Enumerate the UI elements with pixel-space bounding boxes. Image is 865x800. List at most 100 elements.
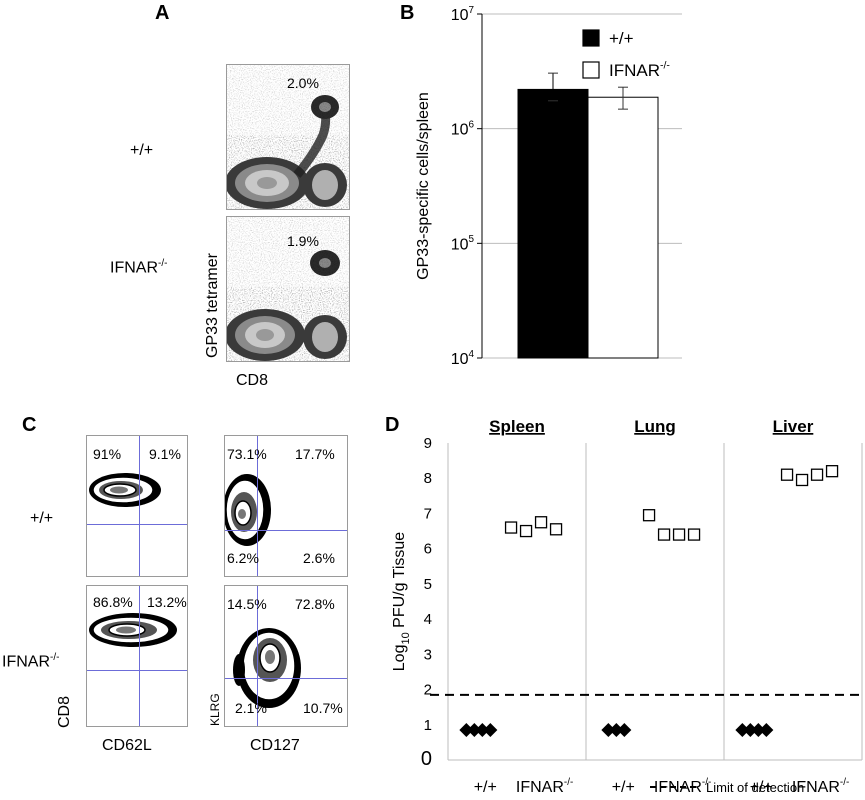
- chart-b-y-axis-label: GP33-specific cells/spleen: [415, 92, 432, 280]
- chart-b-legend-label: +/+: [609, 29, 634, 48]
- chart-d-point-wt: [459, 723, 474, 738]
- panel-a-row-label-ko-sup: -/-: [158, 258, 168, 269]
- flow-plot-c-cd127-ko-bottom-left: 2.1%: [235, 700, 267, 716]
- chart-d-group-title: Lung: [634, 417, 676, 436]
- flow-plot-c-cd127-wt-top-right: 17.7%: [295, 446, 335, 462]
- chart-d-point-ko: [534, 516, 548, 529]
- chart-b-legend-swatch: [582, 29, 600, 47]
- panel-a-y-axis-label: GP33 tetramer: [204, 253, 221, 358]
- chart-b-bar: [587, 96, 659, 359]
- flow-plot-c-cd62l-ko-top-left: 86.8%: [93, 594, 133, 610]
- flow-plot-c-cd127-ko-bottom-right: 10.7%: [303, 700, 343, 716]
- chart-d-x-label: +/+: [612, 779, 635, 796]
- flow-plot-c-cd127-wt-bottom-left: 6.2%: [227, 550, 259, 566]
- chart-d-y-axis-label: Log10 PFU/g Tissue: [391, 532, 412, 672]
- chart-d-point-ko: [672, 528, 686, 541]
- panel-a-row-label-ko-text: IFNAR: [110, 259, 158, 277]
- chart-b-y-tick-label: 104: [451, 349, 475, 368]
- panel-c-x-label-cd127: CD127: [250, 737, 300, 754]
- flow-plot-c-cd127-ko-top-left: 14.5%: [227, 596, 267, 612]
- panel-a-letter: A: [155, 2, 170, 24]
- chart-d-y-tick-label: 2: [424, 682, 432, 699]
- chart-d-y-tick-label: 6: [424, 541, 432, 558]
- chart-d-y-tick-label: 5: [424, 576, 432, 593]
- chart-d-group-title: Liver: [773, 417, 814, 436]
- flow-plot-c-cd62l-wt-top-right: 9.1%: [149, 446, 181, 462]
- flow-plot-a-ko: 1.9%: [226, 216, 350, 362]
- chart-d-point-wt: [751, 723, 766, 738]
- chart-b: 104 105 106 107 +/+ IFNAR-/- GP33-specific cel…: [415, 5, 682, 368]
- panel-c-row-label-wt: +/+: [30, 510, 53, 528]
- panel-a-row-label-wt-text: +/+: [130, 142, 154, 159]
- flow-plot-a-wt-density: [227, 65, 349, 209]
- panel-c-y-label-klrg: KLRG: [208, 693, 222, 726]
- chart-d-point-ko: [825, 465, 839, 478]
- flow-plot-a-ko-density: [227, 217, 349, 361]
- panel-a-x-axis-label: CD8: [236, 372, 269, 389]
- chart-d-group-title: Spleen: [489, 417, 545, 436]
- chart-d-x-label: IFNAR-/-: [654, 777, 711, 796]
- flow-plot-c-cd127-ko-contour: [233, 628, 301, 708]
- chart-d-point-ko: [519, 524, 533, 538]
- flow-plot-c-cd127-wt: 73.1% 17.7% 6.2% 2.6%: [224, 435, 348, 577]
- chart-d-point-ko: [657, 528, 671, 541]
- panel-c-row-label-ko-text: IFNAR: [2, 653, 50, 671]
- chart-d-y-tick-label: 7: [424, 505, 432, 522]
- chart-d-point-wt: [601, 723, 616, 738]
- chart-d-y-tick-label: 8: [424, 470, 432, 487]
- chart-d-y-tick-label: 9: [424, 435, 432, 452]
- chart-d-y-tick-label: 0: [421, 748, 432, 770]
- panel-a-row-label-ko: IFNAR-/-: [110, 258, 167, 277]
- flow-plot-c-cd62l-ko-contour: [89, 613, 177, 647]
- chart-d-x-label: +/+: [474, 779, 497, 796]
- panel-c-x-label-cd62l: CD62L: [102, 737, 152, 754]
- chart-d-point-ko: [504, 521, 518, 534]
- chart-d-point-wt: [467, 723, 482, 738]
- chart-b-legend-swatch: [582, 61, 600, 79]
- chart-d-point-wt: [483, 723, 498, 738]
- flow-plot-c-cd127-wt-bottom-right: 2.6%: [303, 550, 335, 566]
- chart-d-limit-legend-label: Limit of detection: [706, 780, 804, 795]
- chart-d-point-ko: [810, 468, 824, 481]
- chart-d-x-label: IFNAR-/-: [516, 777, 573, 796]
- panel-b-letter: B: [400, 2, 415, 24]
- panel-d-letter: D: [385, 414, 400, 436]
- chart-d-point-wt: [617, 723, 632, 738]
- panel-c-row-label-wt-text: +/+: [30, 510, 54, 527]
- chart-d-point-ko: [642, 509, 656, 522]
- flow-plot-c-cd62l-wt-top-left: 91%: [93, 446, 122, 462]
- flow-plot-c-cd62l-wt: 91% 9.1%: [86, 435, 188, 577]
- flow-plot-c-cd127-ko-top-right: 72.8%: [295, 596, 335, 612]
- chart-b-legend-label: IFNAR-/-: [609, 59, 670, 80]
- panel-c-row-label-ko-sup: -/-: [50, 652, 60, 663]
- chart-d-point-ko: [549, 523, 563, 536]
- panel-c-row-label-ko: IFNAR-/-: [2, 652, 59, 671]
- chart-b-bar: [517, 88, 589, 359]
- chart-b-y-tick-label: 107: [451, 5, 475, 24]
- chart-d-point-wt: [743, 723, 758, 738]
- chart-d-point-wt: [609, 723, 624, 738]
- chart-d-y-tick-label: 3: [424, 646, 432, 663]
- chart-d-y-tick-label: 1: [424, 717, 432, 734]
- flow-plot-c-cd127-wt-top-left: 73.1%: [227, 446, 267, 462]
- chart-d-y-tick-label: 4: [424, 611, 432, 628]
- panel-a-row-label-wt: +/+: [130, 142, 153, 160]
- flow-plot-c-cd62l-ko-top-right: 13.2%: [147, 594, 187, 610]
- flow-plot-c-cd62l-wt-contour: [89, 473, 161, 507]
- chart-d-x-label: IFNAR-/-: [792, 777, 849, 796]
- flow-plot-c-cd127-ko: 14.5% 72.8% 2.1% 10.7%: [224, 585, 348, 727]
- chart-d-x-label: +/+: [750, 779, 773, 796]
- panel-c-y-label-cd8: CD8: [56, 695, 73, 728]
- chart-d-point-ko: [780, 468, 794, 481]
- panel-c-letter: C: [22, 414, 37, 436]
- chart-b-y-tick-label: 106: [451, 119, 475, 138]
- flow-plot-c-cd127-wt-contour: [225, 474, 271, 546]
- chart-d-point-wt: [735, 723, 750, 738]
- flow-plot-a-wt: 2.0%: [226, 64, 350, 210]
- chart-d-point-ko: [687, 528, 701, 541]
- chart-d-point-wt: [475, 723, 490, 738]
- chart-b-y-tick-label: 105: [451, 234, 475, 253]
- flow-plot-a-ko-percent: 1.9%: [287, 233, 319, 249]
- chart-d: 0 1 2 3 4 5 6 7 8 9 Spleen Lung Liver +/+ IFNAR-/- +/+ I…: [391, 417, 863, 796]
- flow-plot-a-wt-percent: 2.0%: [287, 75, 319, 91]
